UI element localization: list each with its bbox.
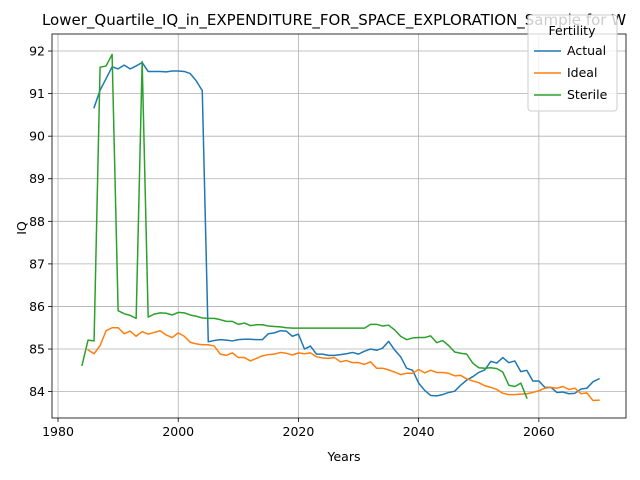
series-line-sterile [81,53,528,399]
legend: Fertility Actual Ideal Sterile [527,14,618,112]
plot-border [51,33,627,419]
legend-label-ideal: Ideal [567,65,597,80]
y-tick-label: 90 [29,129,45,144]
x-tick-label: 1980 [42,424,74,439]
y-tick-label: 91 [29,86,45,101]
legend-label-sterile: Sterile [567,87,608,102]
y-axis-label: IQ [14,221,29,235]
series-line-ideal [87,327,600,402]
legend-box [527,14,618,112]
series-layer [81,53,600,402]
series-line-actual [93,61,600,397]
axes-frame [51,33,627,419]
x-axis-label: Years [327,449,361,464]
y-tick-label: 89 [29,171,45,186]
y-tick-label: 88 [29,214,45,229]
ticks: 1980 2000 2020 2040 2060 84 85 86 87 88 89 90 91 92 [29,44,555,439]
x-tick-label: 2060 [523,424,555,439]
x-tick-label: 2020 [283,424,315,439]
y-tick-label: 87 [29,256,45,271]
legend-label-actual: Actual [567,43,606,58]
x-tick-label: 2040 [403,424,435,439]
legend-items: Actual Ideal Sterile [534,43,608,102]
y-tick-label: 84 [29,384,45,399]
y-tick-label: 92 [29,44,45,59]
x-tick-label: 2000 [162,424,194,439]
y-tick-label: 86 [29,299,45,314]
y-tick-label: 85 [29,342,45,357]
chart-title: Lower_Quartile_IQ_in_EXPENDITURE_FOR_SPA… [42,11,626,30]
legend-title: Fertility [549,23,597,38]
